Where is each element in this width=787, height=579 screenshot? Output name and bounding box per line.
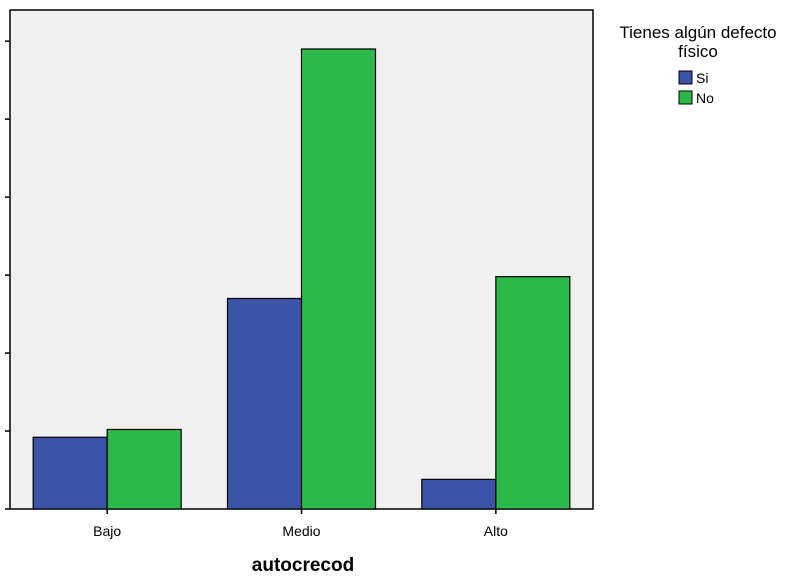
bar-alto-no xyxy=(495,276,571,510)
legend-swatch-no xyxy=(678,90,693,105)
legend-swatch-si xyxy=(678,70,693,85)
legend-label-no: No xyxy=(696,90,714,106)
x-axis: Bajo Medio Alto xyxy=(93,509,508,539)
bars xyxy=(32,48,571,510)
x-axis-title: autocrecod xyxy=(252,555,354,576)
bar-bajo-no xyxy=(106,428,182,510)
legend-title-line-1: Tienes algún defecto xyxy=(619,23,776,42)
x-tick-label-medio: Medio xyxy=(282,523,320,539)
bar-medio-si xyxy=(226,297,303,510)
x-tick-label-alto: Alto xyxy=(484,523,508,539)
legend: Tienes algún defecto físico Si No xyxy=(619,23,776,106)
y-axis-ticks xyxy=(5,40,10,510)
bar-alto-si xyxy=(421,478,497,510)
legend-label-si: Si xyxy=(696,70,708,86)
bar-medio-no xyxy=(300,48,377,510)
x-tick-label-bajo: Bajo xyxy=(93,523,121,539)
legend-title-line-2: físico xyxy=(678,42,718,61)
bar-bajo-si xyxy=(32,436,108,510)
